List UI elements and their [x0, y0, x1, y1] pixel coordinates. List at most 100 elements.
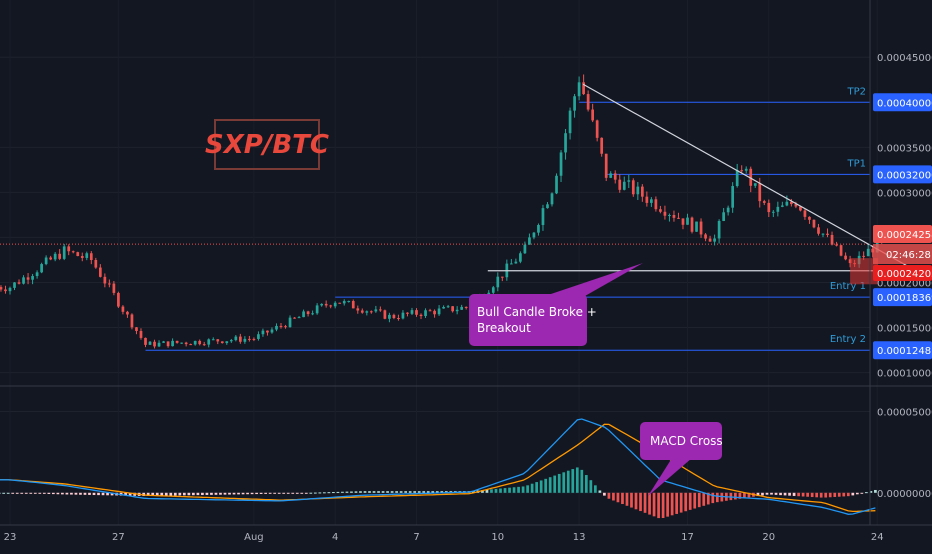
- macd-histogram-bar: [350, 491, 353, 493]
- candle: [835, 241, 838, 247]
- candle: [202, 341, 206, 346]
- candle: [428, 308, 432, 312]
- candle: [600, 137, 604, 157]
- candle: [135, 327, 138, 335]
- candle: [681, 218, 685, 230]
- candle: [130, 313, 134, 330]
- candle: [776, 201, 780, 217]
- macd-callout-box: [640, 422, 722, 460]
- macd-histogram-bar: [160, 492, 164, 496]
- macd-histogram-bar: [702, 492, 706, 506]
- macd-histogram-bar: [666, 492, 669, 517]
- candle: [306, 310, 310, 317]
- macd-histogram-bar: [526, 485, 529, 493]
- macd-histogram-bar: [684, 492, 688, 512]
- price-tag-current: 0.00024258: [873, 225, 932, 243]
- macd-histogram-bar: [2, 492, 6, 494]
- candle: [808, 216, 811, 224]
- macd-histogram-bar: [70, 492, 73, 495]
- macd-histogram-bar: [79, 492, 82, 495]
- price-tick-label: 0.00020000: [877, 278, 932, 289]
- candle: [198, 339, 202, 346]
- macd-histogram-bar: [743, 492, 746, 499]
- price-tag-prev: 0.00024205: [873, 265, 932, 281]
- candle: [333, 301, 337, 309]
- macd-histogram-bar: [761, 492, 764, 496]
- candle: [275, 323, 278, 332]
- time-tick-label: 10: [491, 532, 504, 543]
- macd-histogram-bar: [0, 492, 1, 494]
- macd-histogram-bar: [88, 492, 91, 495]
- candle: [604, 153, 608, 182]
- macd-histogram-bar: [61, 492, 64, 495]
- macd-histogram-bar: [440, 491, 444, 493]
- candle: [62, 243, 66, 261]
- candle: [577, 76, 581, 101]
- candle: [4, 285, 7, 294]
- candle: [315, 303, 319, 315]
- candle: [717, 219, 721, 244]
- time-tick-label: 17: [681, 532, 694, 543]
- macd-histogram-bar: [639, 492, 642, 512]
- macd-histogram-bar: [6, 492, 10, 494]
- candle: [500, 276, 504, 282]
- candle: [324, 300, 328, 308]
- price-tag-countdown: 02:46:28: [873, 244, 932, 264]
- macd-histogram-bar: [354, 491, 358, 493]
- macd-line: [0, 418, 876, 515]
- candle: [722, 208, 725, 222]
- macd-histogram-bar: [679, 492, 683, 513]
- macd-histogram-bar: [151, 492, 155, 496]
- candle: [446, 304, 450, 308]
- macd-histogram-bar: [304, 492, 308, 494]
- candle: [8, 286, 12, 295]
- macd-histogram-bar: [223, 492, 227, 495]
- candle: [139, 328, 143, 340]
- candle: [329, 304, 333, 309]
- candle: [397, 314, 400, 321]
- macd-histogram-bar: [214, 492, 218, 495]
- macd-histogram-bar: [273, 492, 277, 494]
- macd-histogram-bar: [345, 491, 349, 493]
- macd-histogram-bar: [770, 492, 773, 495]
- candle: [654, 196, 658, 212]
- candle: [342, 299, 346, 306]
- price-tag-prev-text: 0.00024205: [877, 269, 932, 280]
- candle: [686, 213, 689, 225]
- macd-callout-label: MACD Cross: [650, 434, 723, 448]
- candle: [817, 223, 820, 236]
- macd-histogram-bar: [494, 488, 498, 493]
- candle: [22, 275, 25, 285]
- macd-callout[interactable]: MACD Cross: [640, 422, 723, 496]
- candle: [424, 308, 427, 318]
- macd-histogram-bar: [485, 489, 489, 493]
- breakout-callout[interactable]: Bull Candle Broke + Breakout: [469, 263, 643, 346]
- candle: [17, 279, 21, 285]
- chart-title-box: SXP/BTC: [205, 119, 329, 170]
- candle: [302, 309, 305, 318]
- time-tick-label: 4: [332, 532, 338, 543]
- macd-histogram-bar: [824, 492, 828, 498]
- macd-histogram-bar: [336, 491, 340, 493]
- macd-histogram-bar: [33, 492, 37, 494]
- candle: [76, 251, 80, 257]
- candle: [735, 163, 739, 188]
- candle: [211, 337, 215, 341]
- macd-histogram-bar: [128, 492, 132, 496]
- macd-histogram-bar: [603, 492, 606, 496]
- candle: [595, 119, 599, 142]
- candle: [586, 90, 590, 112]
- macd-histogram-bar: [815, 492, 819, 498]
- macd-histogram-bar: [264, 492, 267, 494]
- macd-histogram-bar: [106, 492, 109, 496]
- macd-histogram-bar: [47, 492, 51, 494]
- macd-histogram-bar: [372, 491, 376, 493]
- macd-histogram-bar: [765, 492, 769, 495]
- candle: [559, 150, 563, 182]
- price-tag-current-text: 0.00024258: [877, 230, 932, 241]
- candle: [821, 233, 825, 238]
- macd-histogram-bar: [801, 492, 805, 497]
- downtrend-line[interactable]: [582, 83, 915, 271]
- macd-histogram-bar: [295, 492, 299, 494]
